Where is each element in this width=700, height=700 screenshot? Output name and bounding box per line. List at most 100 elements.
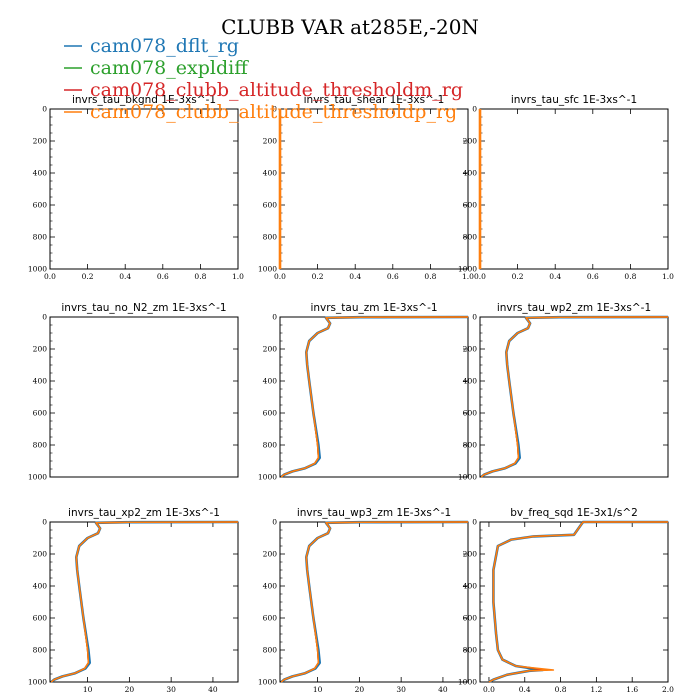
series-line-3 <box>280 316 469 478</box>
y-tick-label: 600 <box>463 201 478 210</box>
y-tick-label: 0 <box>272 313 277 322</box>
y-tick-label: 400 <box>33 169 48 178</box>
x-tick-label: 1.0 <box>232 272 244 281</box>
panel-1: invrs_tau_shear 1E-3xs^-1 0 200 400 600 800 10… <box>258 94 474 281</box>
y-tick-label: 0 <box>272 105 277 114</box>
y-tick-label: 600 <box>33 409 48 418</box>
y-tick-label: 600 <box>463 409 478 418</box>
y-tick-label: 600 <box>263 201 278 210</box>
panel-title: bv_freq_sqd 1E-3x1/s^2 <box>510 507 638 519</box>
y-tick-label: 600 <box>33 201 48 210</box>
y-tick-label: 0 <box>42 105 47 114</box>
y-tick-label: 200 <box>263 137 278 146</box>
y-tick-label: 400 <box>463 377 478 386</box>
y-tick-label: 800 <box>263 233 278 242</box>
panel-2: invrs_tau_sfc 1E-3xs^-1 0 200 400 600 800 1000… <box>458 94 674 281</box>
panel-7: invrs_tau_wp3_zm 1E-3xs^-1 0 200 400 600 800 1… <box>258 507 469 694</box>
y-tick-label: 0 <box>42 313 47 322</box>
panel-title: invrs_tau_wp3_zm 1E-3xs^-1 <box>297 507 451 519</box>
x-tick-label: 0.8 <box>424 272 436 281</box>
y-tick-label: 200 <box>263 550 278 559</box>
y-tick-label: 1000 <box>458 678 477 687</box>
y-tick-label: 1000 <box>258 678 277 687</box>
panel-8: bv_freq_sqd 1E-3x1/s^2 0 200 400 600 800 1000 0… <box>458 507 674 694</box>
x-tick-label: 20 <box>355 685 365 694</box>
panel-title: invrs_tau_zm 1E-3xs^-1 <box>310 302 437 314</box>
panels-group: invrs_tau_bkgnd 1E-3xs^-1020040060080010… <box>28 94 674 694</box>
panel-3: invrs_tau_no_N2_zm 1E-3xs^-1 0 200 400 600 80… <box>28 302 239 482</box>
panel-4: invrs_tau_zm 1E-3xs^-1 0 200 400 600 800 1000 <box>258 302 469 482</box>
y-tick-label: 1000 <box>258 473 277 482</box>
x-tick-label: 30 <box>396 685 406 694</box>
x-tick-label: 0.6 <box>587 272 599 281</box>
y-tick-label: 400 <box>263 377 278 386</box>
x-tick-label: 1.0 <box>462 272 474 281</box>
y-tick-label: 600 <box>33 614 48 623</box>
legend-label: cam078_clubb_altitude_thresholdp_rg <box>90 101 457 123</box>
y-tick-label: 800 <box>463 441 478 450</box>
series-line-3 <box>280 521 469 683</box>
x-tick-label: 1.2 <box>590 685 602 694</box>
x-tick-label: 20 <box>125 685 135 694</box>
y-tick-label: 800 <box>33 646 48 655</box>
x-tick-label: 1.0 <box>662 272 674 281</box>
y-tick-label: 400 <box>263 582 278 591</box>
y-tick-label: 200 <box>33 345 48 354</box>
x-tick-label: 0.8 <box>555 685 567 694</box>
series-line-0 <box>488 520 668 684</box>
y-tick-label: 0 <box>472 518 477 527</box>
x-tick-label: 0.0 <box>483 685 495 694</box>
x-tick-label: 0.6 <box>387 272 399 281</box>
y-tick-label: 800 <box>263 646 278 655</box>
y-tick-label: 600 <box>463 614 478 623</box>
panel-title: invrs_tau_no_N2_zm 1E-3xs^-1 <box>61 302 226 314</box>
legend-label: cam078_dflt_rg <box>90 35 239 57</box>
y-tick-label: 0 <box>272 518 277 527</box>
y-tick-label: 0 <box>472 313 477 322</box>
panel-0: invrs_tau_bkgnd 1E-3xs^-1 0 200 400 600 800 10… <box>28 94 244 281</box>
x-tick-label: 30 <box>166 685 176 694</box>
legend-label: cam078_clubb_altitude_thresholdm_rg <box>90 79 463 101</box>
x-tick-label: 0.2 <box>512 272 524 281</box>
x-tick-label: 10 <box>83 685 93 694</box>
x-tick-label: 1.6 <box>626 685 638 694</box>
legend-label: cam078_expldiff <box>90 57 249 79</box>
y-tick-label: 600 <box>263 409 278 418</box>
y-tick-label: 800 <box>33 441 48 450</box>
x-tick-label: 0.0 <box>274 272 286 281</box>
y-tick-label: 1000 <box>458 265 477 274</box>
panel-title: invrs_tau_xp2_zm 1E-3xs^-1 <box>68 507 220 519</box>
plot-frame <box>49 316 239 478</box>
y-tick-label: 200 <box>263 345 278 354</box>
x-tick-label: 10 <box>313 685 323 694</box>
panel-title: invrs_tau_shear 1E-3xs^-1 <box>304 94 445 106</box>
legend: cam078_dflt_rgcam078_expldiffcam078_club… <box>64 35 463 123</box>
series-line-3 <box>50 521 239 683</box>
panel-title: invrs_tau_wp2_zm 1E-3xs^-1 <box>497 302 651 314</box>
plot-frame <box>479 108 669 270</box>
y-tick-label: 600 <box>263 614 278 623</box>
x-tick-label: 0.4 <box>349 272 361 281</box>
y-tick-label: 200 <box>33 137 48 146</box>
x-tick-label: 0.0 <box>44 272 56 281</box>
y-tick-label: 400 <box>33 582 48 591</box>
plot-frame <box>279 108 469 270</box>
plot-frame <box>49 108 239 270</box>
y-tick-label: 200 <box>463 550 478 559</box>
y-tick-label: 0 <box>42 518 47 527</box>
plot-frame <box>479 521 669 683</box>
y-tick-label: 400 <box>263 169 278 178</box>
x-tick-label: 2.0 <box>662 685 674 694</box>
x-tick-label: 0.2 <box>312 272 324 281</box>
y-tick-label: 1000 <box>28 265 47 274</box>
y-tick-label: 800 <box>33 233 48 242</box>
panel-title: invrs_tau_sfc 1E-3xs^-1 <box>511 94 637 106</box>
y-tick-label: 400 <box>33 377 48 386</box>
series-line-2 <box>488 521 668 683</box>
series-line-3 <box>488 521 668 683</box>
series-line-1 <box>488 521 668 683</box>
x-tick-label: 0.8 <box>194 272 206 281</box>
x-tick-label: 40 <box>438 685 448 694</box>
x-tick-label: 0.0 <box>474 272 486 281</box>
